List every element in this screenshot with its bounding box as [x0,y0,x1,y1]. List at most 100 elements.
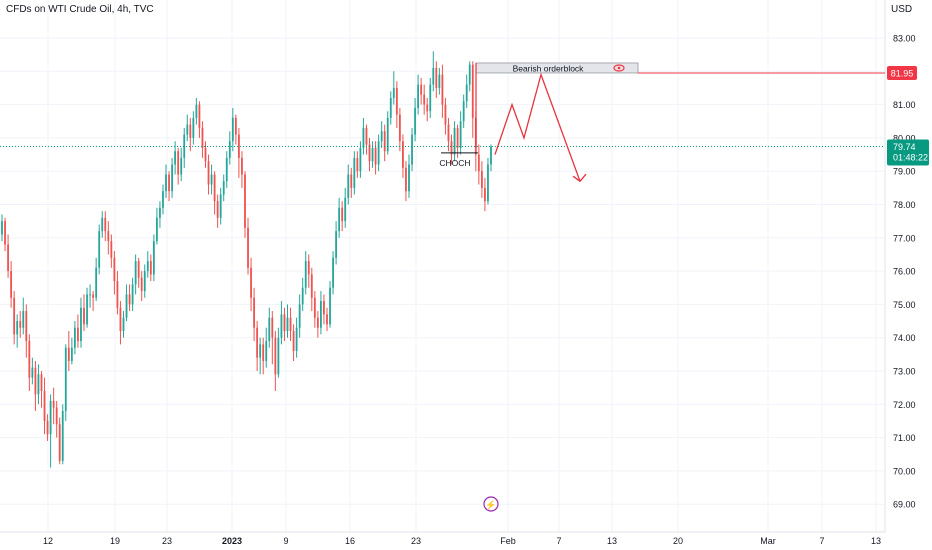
candle-body [295,327,298,352]
candle-body [58,424,61,461]
candle-body [7,244,9,272]
candle-body [335,231,338,258]
x-tick-label: 23 [162,536,172,546]
candle-body [10,271,13,298]
candle-body [444,104,447,125]
candle-body [168,174,170,192]
candle-body [104,217,107,232]
candle-body [395,87,398,115]
candle-body [28,341,31,378]
candle-body [471,64,474,118]
eye-icon [613,64,625,72]
candle-body [487,164,489,202]
candle-body [465,84,468,102]
candle-body [450,141,453,155]
candle-body [198,104,201,128]
y-tick-label: 74.00 [893,333,916,343]
candle-body [338,207,341,232]
y-tick-label: 78.00 [893,200,916,210]
y-tick-label: 76.00 [893,267,916,277]
candle-body [77,327,79,342]
candle-body [265,341,268,362]
candle-body [426,104,429,112]
candle-body [159,207,161,218]
x-tick-label: 12 [43,536,53,546]
candle-body [213,174,216,202]
candle-body [462,101,465,122]
candle-body [326,314,328,325]
candle-body [298,304,301,328]
candle-body [225,157,228,182]
candle-body [171,164,173,192]
candle-body [368,144,371,162]
candle-body [46,420,49,435]
candle-body [435,67,438,88]
candle-body [468,64,471,85]
choch-label: CHOCH [439,158,470,168]
candle-body [247,227,249,268]
candle-body [119,307,122,332]
candle-body [304,261,307,288]
price-axis[interactable]: 83.0082.0081.0080.0079.0078.0077.0076.00… [893,34,916,510]
y-tick-label: 71.00 [893,433,916,443]
candle-body [484,187,486,202]
candle-body [195,104,198,118]
candle-body [4,221,6,245]
y-tick-label: 72.00 [893,400,916,410]
candle-body [289,317,292,332]
candle-body [192,117,195,138]
y-tick-label: 83.00 [893,34,916,44]
candle-body [1,221,3,235]
x-tick-label: 13 [871,536,881,546]
candle-body [356,157,359,172]
candle-body [107,231,110,242]
time-axis[interactable]: 12 19 23 2023 9 16 23 Feb 7 13 20 Mar 7 13 [43,536,881,546]
candle-body [459,121,462,148]
candle-body [70,347,73,362]
x-tick-label: 16 [345,536,355,546]
candle-body [52,400,55,408]
x-tick-label: Feb [500,536,516,546]
candle-body [149,261,152,275]
x-tick-label: 23 [411,536,421,546]
y-tick-label: 80.00 [893,133,916,143]
candle-body [186,124,189,135]
eye-icon-pupil [617,66,621,70]
orderblock-label: Bearish orderblock [513,63,585,73]
candle-body [140,277,143,292]
candle-body [301,287,304,305]
x-tick-label: 13 [607,536,617,546]
candle-body [438,74,441,88]
countdown-text: 01:48:22 [893,153,928,163]
candle-body [134,261,137,285]
candle-body [34,367,37,395]
candle-body [101,217,104,232]
y-tick-label: 69.00 [893,500,916,510]
candle-body [408,164,410,192]
candle-body [183,134,186,158]
candle-body [165,174,167,192]
candles [1,51,492,468]
y-tick-label: 70.00 [893,466,916,476]
candle-body [73,327,76,348]
candle-body [113,257,116,282]
candle-body [22,311,25,328]
candle-body [259,344,262,358]
candle-body [92,294,95,298]
candle-body [43,390,46,421]
annotations: Bearish orderblock CHOCH ⚡ [0,62,885,512]
candle-body [13,297,16,335]
candle-body [143,271,146,292]
candle-body [477,154,480,172]
candle-body [110,241,113,258]
candle-body [380,131,383,142]
candle-body [386,117,389,152]
candle-body [490,146,492,165]
candle-body [137,261,140,278]
level-price-text: 81.95 [891,68,914,78]
y-tick-label: 81.00 [893,100,916,110]
candle-body [162,191,164,208]
candle-body [371,147,374,162]
x-tick-label: 2023 [222,536,242,546]
